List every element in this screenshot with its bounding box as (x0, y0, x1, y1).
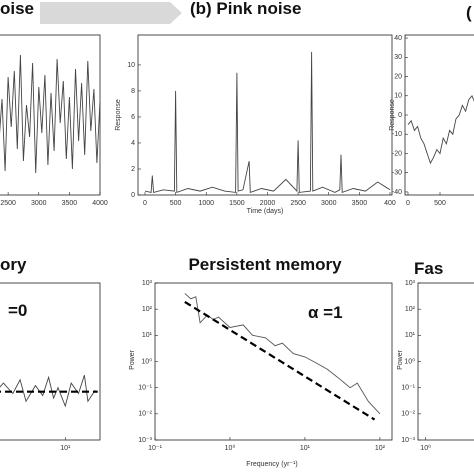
annotation: α =1 (308, 303, 343, 322)
annotation: =0 (8, 301, 27, 320)
x-tick-label: 10⁻¹ (148, 445, 162, 452)
x-tick-label: 2500 (0, 200, 16, 207)
y-tick-label: -20 (392, 150, 402, 157)
x-tick-label: 3500 (62, 200, 78, 207)
y-tick-label: 10² (405, 306, 416, 313)
panel-title: Persistent memory (188, 255, 342, 274)
y-tick-label: 10³ (405, 280, 416, 287)
x-axis-label: Frequency (yr⁻¹) (246, 461, 298, 468)
x-axis-label: Time (days) (247, 208, 284, 215)
plot-frame (404, 34, 474, 196)
y-tick-label: 40 (394, 35, 402, 42)
plot-frame (417, 282, 474, 441)
y-tick-label: 10 (127, 62, 135, 69)
y-axis-label: Power (397, 349, 404, 370)
x-tick-label: 10¹ (60, 445, 71, 452)
y-tick-label: 10¹ (142, 332, 153, 339)
x-tick-label: 2000 (260, 200, 276, 207)
x-tick-label: 1000 (198, 200, 214, 207)
plot-frame (0, 282, 101, 441)
x-tick-label: 500 (170, 200, 182, 207)
y-tick-label: 10¹ (405, 332, 416, 339)
data-line (184, 293, 381, 415)
x-tick-label: 3000 (31, 200, 47, 207)
data-line (0, 54, 101, 174)
x-tick-label: 10⁰ (225, 444, 236, 452)
y-axis-label: Power (129, 349, 136, 370)
y-tick-label: 10⁻¹ (401, 385, 415, 392)
x-tick-label: 0 (143, 200, 147, 207)
x-tick-label: 500 (434, 200, 446, 207)
y-tick-label: -10 (392, 131, 402, 138)
y-tick-label: 0 (131, 192, 135, 199)
y-tick-label: -40 (392, 189, 402, 196)
y-tick-label: 10⁻³ (138, 437, 152, 444)
x-tick-label: 4000 (92, 200, 108, 207)
y-tick-label: 4 (131, 140, 135, 147)
y-tick-label: 10² (142, 306, 153, 313)
x-tick-label: 10¹ (300, 445, 311, 452)
x-tick-label: 1500 (229, 200, 245, 207)
y-tick-label: 2 (131, 166, 135, 173)
y-tick-label: 30 (394, 54, 402, 61)
x-tick-label: 2500 (290, 200, 306, 207)
y-axis-label: Response (389, 99, 396, 131)
y-tick-label: -30 (392, 170, 402, 177)
y-tick-label: 10⁻¹ (138, 385, 152, 392)
y-tick-label: 10⁻² (401, 411, 415, 418)
y-axis-label: Response (115, 99, 122, 131)
panel-title: oise (0, 0, 34, 18)
x-tick-label: 3000 (321, 200, 337, 207)
plot-frame (137, 34, 393, 196)
y-tick-label: 20 (394, 73, 402, 80)
x-tick-label: 3500 (352, 200, 368, 207)
y-tick-label: 10⁻² (138, 411, 152, 418)
x-tick-label: 10⁰ (420, 444, 431, 452)
x-tick-label: 400 (384, 200, 396, 207)
y-tick-label: 10⁰ (141, 357, 152, 365)
y-tick-label: 6 (131, 114, 135, 121)
y-tick-label: 10³ (142, 280, 153, 287)
y-tick-label: 10 (394, 93, 402, 100)
panel-title: (b) Pink noise (190, 0, 301, 18)
x-tick-label: 0 (406, 200, 410, 207)
y-tick-label: 0 (398, 112, 402, 119)
data-line (144, 51, 391, 194)
title-banner (40, 2, 182, 24)
y-tick-label: 10⁰ (404, 357, 415, 365)
plot-frame (154, 282, 393, 441)
fit-line (184, 300, 376, 421)
y-tick-label: 8 (131, 88, 135, 95)
y-tick-label: 10⁻³ (401, 437, 415, 444)
panel-title: Fas (414, 259, 443, 278)
data-line (0, 375, 96, 408)
panel-title: ( (466, 3, 472, 22)
x-tick-label: 10² (375, 445, 386, 452)
panel-title: ory (0, 255, 27, 274)
data-line (407, 94, 474, 165)
